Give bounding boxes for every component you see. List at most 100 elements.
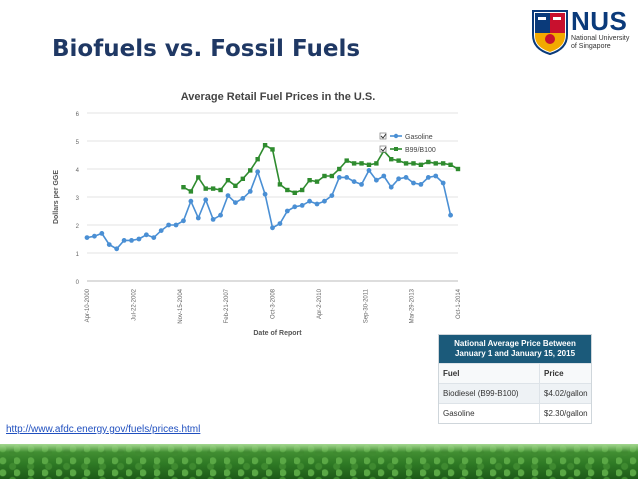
data-point	[307, 178, 312, 183]
data-point	[84, 235, 90, 241]
legend-marker	[393, 133, 399, 139]
data-point	[366, 168, 372, 173]
data-point	[143, 232, 149, 238]
data-point	[373, 177, 379, 183]
data-point	[210, 217, 216, 222]
x-tick-label: Oct-1-2014	[456, 288, 462, 319]
data-point	[285, 187, 290, 193]
data-point	[188, 189, 194, 194]
data-point	[389, 157, 394, 162]
slide-title: Biofuels vs. Fossil Fuels	[52, 36, 361, 62]
fuel-price-chart: Average Retail Fuel Prices in the U.S. 0 1…	[40, 83, 470, 345]
legend-label: Gasoline	[405, 134, 433, 141]
data-point	[433, 173, 439, 179]
data-point	[292, 204, 298, 210]
data-point	[233, 183, 238, 188]
data-point	[418, 182, 424, 187]
legend-marker	[394, 147, 398, 151]
logo-subtitle-1: National University	[571, 35, 630, 42]
data-point	[351, 179, 357, 184]
data-point	[322, 173, 327, 179]
data-point	[351, 161, 357, 166]
data-point	[307, 198, 312, 204]
x-tick-label: Oct-3-2008	[271, 288, 277, 319]
data-point	[299, 203, 305, 208]
data-point	[151, 235, 157, 241]
data-point	[292, 190, 297, 195]
x-tick-label: Apr-10-2000	[85, 288, 91, 322]
data-point	[181, 218, 186, 224]
x-tick-label: Nov-15-2004	[178, 288, 184, 323]
data-point	[337, 166, 342, 172]
grass-footer-highlight	[0, 444, 638, 452]
price-table-heading-line1: National Average Price Between	[454, 339, 576, 348]
checkmark-icon	[380, 133, 387, 139]
y-tick-label: 2	[76, 224, 80, 230]
data-point	[284, 208, 290, 214]
price-table-header-row: Fuel Price	[439, 363, 591, 383]
data-point	[396, 176, 402, 182]
data-point	[196, 175, 201, 180]
x-tick-label: Feb-21-2007	[224, 288, 230, 323]
y-tick-label: 1	[76, 252, 80, 258]
price-table-heading: National Average Price Between January 1…	[439, 335, 591, 363]
data-point	[121, 238, 127, 243]
y-tick-label: 0	[76, 280, 80, 286]
logo-subtitle-2: of Singapore	[571, 43, 611, 50]
price-cell: $4.02/gallon	[544, 389, 588, 398]
data-point	[255, 169, 261, 175]
data-point	[403, 161, 409, 166]
data-point	[92, 233, 97, 239]
data-point	[381, 173, 387, 179]
data-point	[411, 180, 416, 186]
data-point	[448, 212, 453, 218]
data-point	[218, 187, 223, 193]
y-axis-label: Dollars per GGE	[53, 170, 60, 224]
column-header-price: Price	[544, 369, 564, 378]
data-point	[233, 200, 238, 205]
data-point	[344, 175, 350, 180]
data-point	[418, 162, 424, 167]
data-point	[440, 180, 446, 186]
y-tick-label: 3	[76, 196, 80, 202]
data-point	[314, 201, 320, 207]
fuel-cell: Gasoline	[439, 404, 540, 423]
legend-checkbox[interactable]	[379, 145, 387, 153]
price-cell: $2.30/gallon	[544, 409, 588, 418]
data-point	[158, 228, 164, 234]
nus-logo: NUS National University of Singapore	[531, 7, 635, 63]
data-point	[277, 221, 283, 227]
data-point	[210, 186, 216, 191]
y-tick-label: 4	[76, 168, 80, 174]
data-point	[455, 166, 461, 172]
data-point	[203, 186, 208, 191]
data-point	[314, 179, 320, 184]
data-point	[433, 161, 438, 166]
data-point	[336, 175, 342, 180]
x-axis-label: Date of Report	[253, 330, 302, 337]
table-row: Biodiesel (B99-B100) $4.02/gallon	[439, 383, 591, 403]
y-tick-label: 6	[76, 112, 80, 118]
column-header-fuel: Fuel	[439, 364, 540, 383]
price-table: National Average Price Between January 1…	[438, 334, 592, 424]
data-point	[99, 231, 105, 236]
legend-checkbox[interactable]	[379, 132, 387, 140]
data-point	[218, 212, 223, 218]
data-point	[262, 191, 268, 197]
logo-wordmark: NUS	[571, 6, 628, 36]
data-point	[277, 182, 283, 187]
data-point	[181, 185, 186, 190]
data-point	[359, 182, 364, 187]
data-point	[374, 161, 379, 166]
data-point	[195, 215, 201, 221]
data-point	[248, 168, 253, 173]
table-row: Gasoline $2.30/gallon	[439, 403, 591, 423]
source-link[interactable]: http://www.afdc.energy.gov/fuels/prices.…	[6, 424, 201, 435]
data-point	[396, 158, 401, 163]
data-point	[240, 196, 246, 201]
data-point	[322, 198, 327, 204]
chart-svg: Average Retail Fuel Prices in the U.S. 0 1…	[53, 91, 462, 337]
data-point	[270, 225, 275, 231]
x-tick-label: Apr-2-2010	[317, 288, 323, 319]
data-point	[359, 161, 364, 166]
